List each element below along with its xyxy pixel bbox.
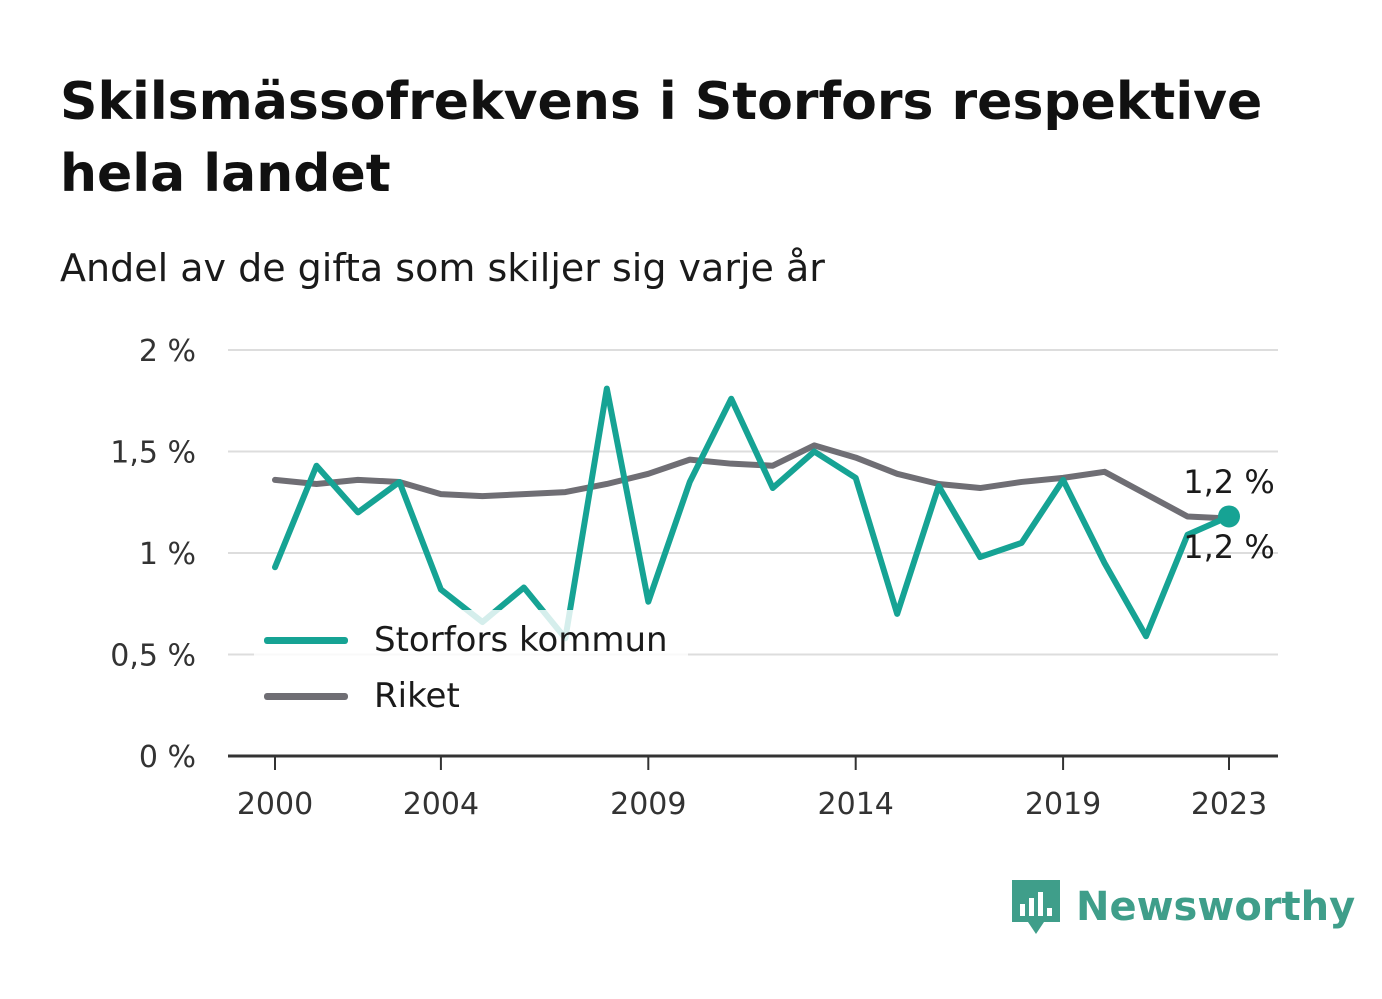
legend-swatch-riket [264,692,348,700]
x-tick-label-2: 2009 [610,787,686,822]
y-tick-label-2: 1 % [139,537,196,572]
y-tick-label-4: 2 % [139,334,196,369]
legend-label-riket: Riket [374,676,460,716]
y-tick-label-3: 1,5 % [110,436,196,471]
label-layer: 1,2 % 1,2 % [1183,463,1274,566]
legend-item-storfors: Storfors kommun [264,612,668,668]
newsworthy-logo-icon [1012,880,1060,934]
x-tick-label-0: 2000 [237,787,313,822]
legend-swatch-storfors [264,636,348,644]
x-tick-label-4: 2019 [1025,787,1101,822]
storfors-end-label: 1,2 % [1183,463,1274,501]
storfors-end-point [1218,505,1240,528]
chart-title: Skilsmässofrekvens i Storfors respektive… [60,72,1263,204]
series-line-riket [272,442,1232,522]
chart-subtitle: Andel av de gifta som skiljer sig varje … [60,246,825,290]
legend: Storfors kommun Riket [254,610,688,726]
y-tick-label-1: 0,5 % [110,639,196,674]
x-tick-label-5: 2023 [1191,787,1267,822]
legend-label-storfors: Storfors kommun [374,620,668,660]
series-line-storfors [272,385,1232,642]
x-tick-label-3: 2014 [818,787,894,822]
x-tick-label-1: 2004 [403,787,479,822]
y-tick-label-0: 0 % [139,740,196,775]
series-layer [272,385,1240,642]
brand-name: Newsworthy [1076,884,1356,930]
riket-end-label: 1,2 % [1183,528,1274,566]
grid-layer [228,349,1278,656]
axis-layer: 0 % 0,5 % 1 % 1,5 % 2 % 2000 2004 2009 2014 2019 2… [110,334,1278,822]
legend-item-riket: Riket [264,668,668,724]
newsworthy-logo: Newsworthy [1010,878,1355,936]
